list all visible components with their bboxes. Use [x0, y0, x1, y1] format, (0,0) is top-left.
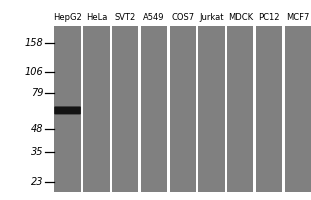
- FancyBboxPatch shape: [54, 106, 81, 114]
- Text: HepG2: HepG2: [53, 13, 82, 22]
- FancyBboxPatch shape: [54, 107, 81, 114]
- Text: 79: 79: [31, 88, 44, 98]
- Bar: [54, 26, 81, 192]
- Text: MDCK: MDCK: [228, 13, 253, 22]
- Text: HeLa: HeLa: [86, 13, 107, 22]
- Text: 158: 158: [25, 38, 44, 48]
- Text: Jurkat: Jurkat: [199, 13, 224, 22]
- Text: PC12: PC12: [258, 13, 280, 22]
- Bar: [198, 26, 225, 192]
- FancyBboxPatch shape: [55, 106, 81, 115]
- Text: SVT2: SVT2: [114, 13, 136, 22]
- Bar: [112, 26, 138, 192]
- Text: 23: 23: [31, 177, 44, 187]
- Bar: [169, 26, 196, 192]
- Text: 35: 35: [31, 147, 44, 157]
- Text: MCF7: MCF7: [286, 13, 309, 22]
- Text: A549: A549: [143, 13, 165, 22]
- Text: 106: 106: [25, 67, 44, 77]
- Bar: [227, 26, 253, 192]
- Bar: [83, 26, 109, 192]
- Bar: [141, 26, 167, 192]
- Text: 48: 48: [31, 124, 44, 134]
- Text: COS7: COS7: [171, 13, 194, 22]
- Bar: [285, 26, 311, 192]
- Bar: [256, 26, 282, 192]
